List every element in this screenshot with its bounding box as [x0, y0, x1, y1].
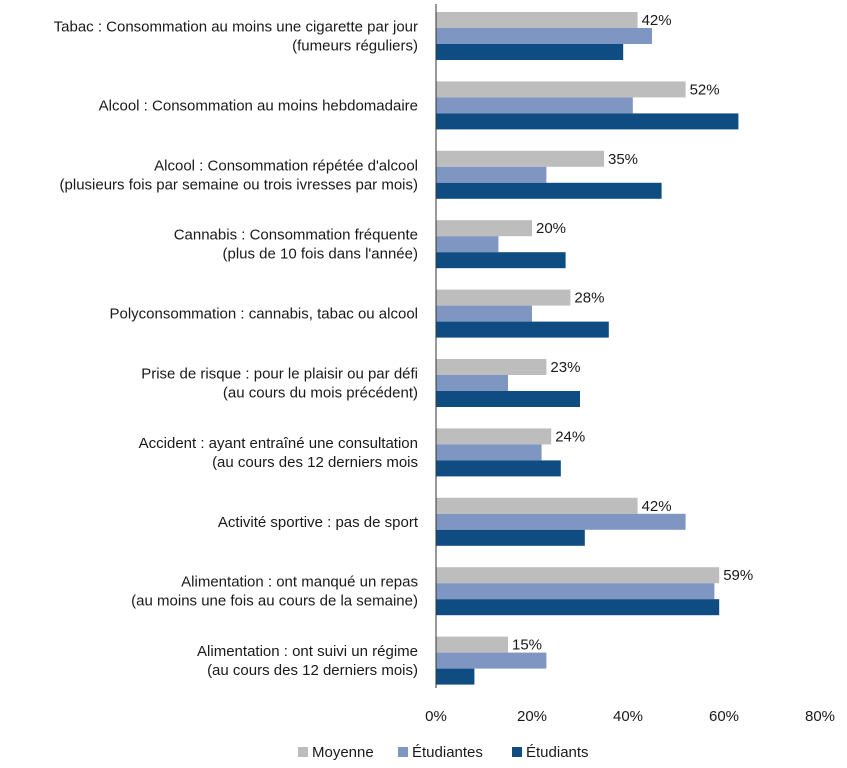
x-tick-label: 40%	[613, 708, 643, 725]
bar-étudiantes	[436, 652, 547, 669]
legend-label: Moyenne	[312, 744, 374, 761]
legend: Moyenne Étudiantes Étudiants	[298, 744, 589, 761]
x-axis-ticks: 0% 20% 40% 60% 80%	[425, 708, 835, 725]
bar-moyenne	[436, 81, 686, 98]
x-tick-label: 0%	[425, 708, 447, 725]
data-label: 20%	[536, 220, 566, 237]
bar-étudiantes	[436, 97, 633, 114]
data-label: 24%	[555, 428, 585, 445]
category-label: Alcool : Consommation répétée d'alcool (p…	[60, 157, 418, 193]
category-label: Prise de risque : pour le plaisir ou par…	[141, 366, 418, 402]
category-label: Alcool : Consommation au moins hebdomada…	[99, 97, 418, 114]
bar-moyenne	[436, 497, 638, 514]
category-label: Activité sportive : pas de sport	[218, 514, 419, 531]
data-label: 59%	[723, 567, 753, 584]
bar-étudiantes	[436, 166, 547, 183]
data-label: 15%	[512, 637, 542, 654]
category-label: Tabac : Consommation au moins une cigare…	[54, 19, 418, 55]
bar-étudiantes	[436, 236, 499, 253]
data-label: 52%	[690, 81, 720, 98]
bar-étudiants	[436, 44, 624, 60]
bar-étudiantes	[436, 28, 652, 44]
legend-swatch-moyenne	[298, 747, 308, 757]
bar-étudiantes	[436, 513, 686, 530]
bar-étudiantes	[436, 375, 508, 391]
category-label: Accident : ayant entraîné une consultati…	[139, 435, 418, 471]
bar-moyenne	[436, 567, 720, 584]
legend-swatch-étudiantes	[398, 747, 408, 757]
category-label: Polyconsommation : cannabis, tabac ou al…	[109, 306, 418, 323]
x-tick-label: 80%	[805, 708, 835, 725]
legend-swatch-étudiants	[512, 747, 522, 757]
category-label: Alimentation : ont suivi un régime (au co…	[197, 643, 418, 679]
bar-moyenne	[436, 289, 571, 306]
category-labels: 42% Tabac : Consommation au moins une cig…	[54, 12, 754, 679]
bar-étudiantes	[436, 583, 715, 600]
bar-étudiants	[436, 529, 585, 546]
bar-étudiantes	[436, 305, 532, 322]
data-label: 23%	[550, 359, 580, 376]
bar-étudiants	[436, 460, 561, 477]
bars-layer	[436, 12, 739, 685]
bar-étudiants	[436, 391, 580, 407]
bar-moyenne	[436, 12, 638, 28]
bar-étudiants	[436, 321, 609, 338]
x-tick-label: 60%	[709, 708, 739, 725]
x-tick-label: 20%	[517, 708, 547, 725]
bar-étudiants	[436, 599, 720, 616]
bar-moyenne	[436, 636, 508, 653]
bar-moyenne	[436, 359, 547, 375]
bar-étudiants	[436, 668, 475, 685]
bar-étudiants	[436, 113, 739, 130]
bar-étudiants	[436, 252, 566, 269]
bar-étudiantes	[436, 444, 542, 461]
category-label: Cannabis : Consommation fréquente (plus d…	[174, 227, 418, 263]
data-label: 35%	[608, 151, 638, 168]
legend-label: Étudiantes	[412, 744, 483, 761]
category-label: Alimentation : ont manqué un repas (au mo…	[131, 574, 418, 610]
data-label: 42%	[642, 498, 672, 515]
legend-label: Étudiants	[526, 744, 589, 761]
bar-moyenne	[436, 220, 532, 237]
bar-moyenne	[436, 428, 552, 445]
data-label: 28%	[574, 290, 604, 307]
data-label: 42%	[642, 12, 672, 29]
bar-moyenne	[436, 150, 604, 167]
bar-étudiants	[436, 182, 662, 199]
